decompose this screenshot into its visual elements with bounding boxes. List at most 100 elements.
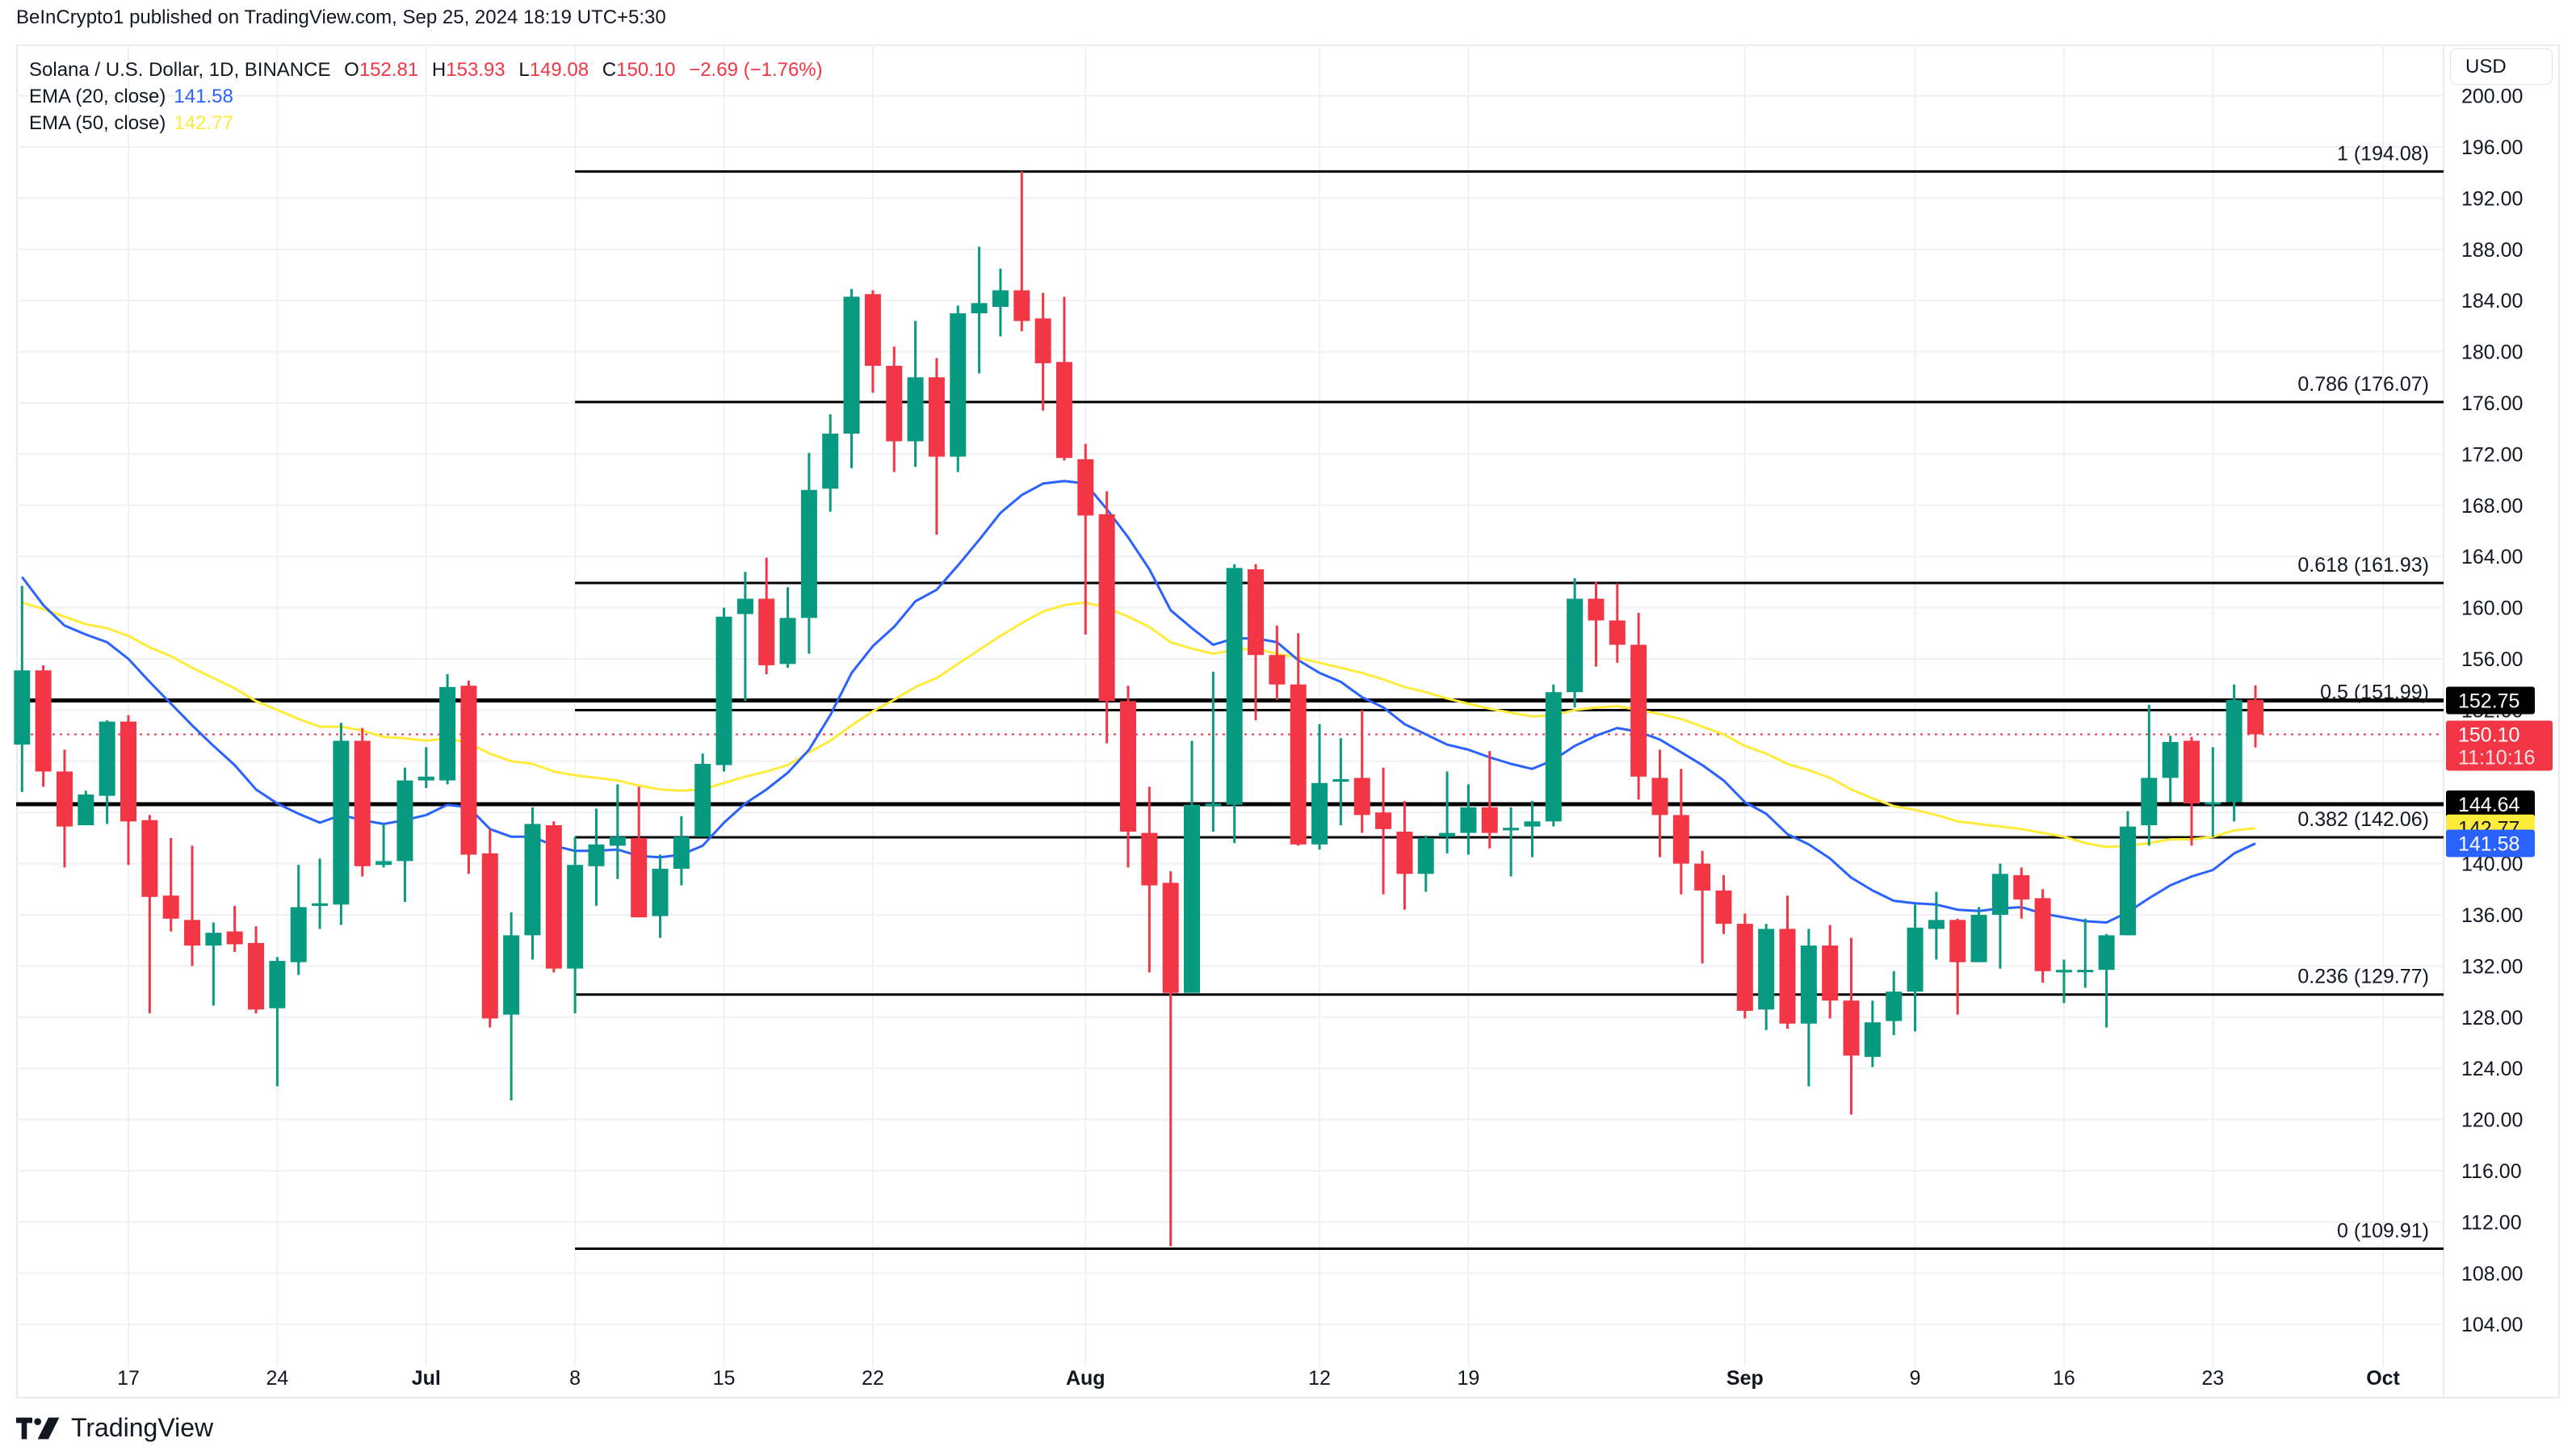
candle[interactable] bbox=[162, 837, 179, 932]
candle[interactable] bbox=[1672, 769, 1689, 895]
candle[interactable] bbox=[184, 845, 201, 967]
candle[interactable] bbox=[1184, 740, 1200, 993]
candle[interactable] bbox=[248, 926, 265, 1014]
candle[interactable] bbox=[439, 674, 456, 785]
candle[interactable] bbox=[928, 358, 945, 535]
candle[interactable] bbox=[545, 821, 562, 973]
candle[interactable] bbox=[1991, 863, 2008, 969]
candle[interactable] bbox=[1630, 612, 1647, 800]
candle[interactable] bbox=[269, 957, 286, 1087]
candles[interactable] bbox=[14, 171, 2263, 1247]
candle[interactable] bbox=[524, 807, 541, 960]
candle[interactable] bbox=[56, 749, 73, 868]
candle[interactable] bbox=[78, 790, 94, 826]
legend-ema20-row[interactable]: EMA (20, close) 141.58 bbox=[29, 83, 823, 110]
candle[interactable] bbox=[312, 858, 329, 929]
candle[interactable] bbox=[2034, 889, 2051, 983]
candle[interactable] bbox=[1779, 895, 1796, 1029]
candle[interactable] bbox=[1736, 913, 1753, 1019]
candle[interactable] bbox=[1694, 850, 1711, 964]
candle[interactable] bbox=[2141, 705, 2158, 846]
candle[interactable] bbox=[1417, 835, 1434, 892]
candle[interactable] bbox=[971, 246, 988, 374]
candle[interactable] bbox=[1567, 578, 1584, 708]
candle[interactable] bbox=[141, 815, 158, 1014]
candle[interactable] bbox=[1843, 937, 1860, 1115]
candle[interactable] bbox=[2013, 867, 2030, 919]
candle[interactable] bbox=[1077, 443, 1094, 635]
candle[interactable] bbox=[333, 723, 350, 925]
candle[interactable] bbox=[1822, 925, 1839, 1019]
candle[interactable] bbox=[2119, 811, 2136, 936]
ema50-polyline[interactable] bbox=[21, 601, 2256, 849]
candle[interactable] bbox=[2205, 747, 2221, 837]
candle[interactable] bbox=[1248, 564, 1265, 721]
candle[interactable] bbox=[1055, 296, 1072, 461]
candle[interactable] bbox=[1928, 891, 1945, 960]
candle[interactable] bbox=[864, 290, 881, 393]
candle[interactable] bbox=[1290, 633, 1307, 846]
candle[interactable] bbox=[609, 784, 626, 879]
candle[interactable] bbox=[1609, 583, 1626, 663]
candle[interactable] bbox=[396, 767, 413, 903]
candle[interactable] bbox=[1205, 671, 1222, 832]
time-axis[interactable]: 17 24 Jul 8 15 22 Aug 12 19 Sep 9 16 23 Oct bbox=[117, 1367, 2400, 1390]
legend-ema50-row[interactable]: EMA (50, close) 142.77 bbox=[29, 110, 823, 136]
candle[interactable] bbox=[1864, 1000, 1881, 1067]
candle[interactable] bbox=[205, 922, 222, 1006]
candle[interactable] bbox=[1119, 686, 1136, 868]
candle[interactable] bbox=[290, 865, 307, 975]
candle[interactable] bbox=[1758, 924, 1775, 1030]
candle[interactable] bbox=[950, 305, 967, 472]
candle[interactable] bbox=[35, 665, 52, 787]
candle[interactable] bbox=[2098, 933, 2115, 1028]
candle[interactable] bbox=[1353, 710, 1370, 833]
candle[interactable] bbox=[1460, 784, 1477, 855]
candle[interactable] bbox=[673, 816, 690, 886]
candle[interactable] bbox=[120, 715, 136, 866]
candle[interactable] bbox=[1162, 871, 1179, 1247]
candle[interactable] bbox=[758, 557, 775, 675]
candle[interactable] bbox=[843, 288, 860, 468]
candle[interactable] bbox=[1524, 800, 1541, 857]
candle[interactable] bbox=[800, 452, 817, 654]
candle[interactable] bbox=[1269, 625, 1286, 700]
candle[interactable] bbox=[226, 905, 243, 952]
candle[interactable] bbox=[481, 828, 498, 1028]
ema20-line[interactable] bbox=[21, 480, 2256, 924]
candle[interactable] bbox=[1800, 929, 1817, 1087]
candle[interactable] bbox=[1396, 800, 1413, 910]
candle[interactable] bbox=[460, 680, 477, 874]
candle[interactable] bbox=[694, 753, 711, 837]
candle[interactable] bbox=[886, 346, 903, 472]
candle[interactable] bbox=[907, 321, 924, 468]
candle[interactable] bbox=[1886, 971, 1903, 1035]
candle[interactable] bbox=[652, 854, 669, 938]
candle[interactable] bbox=[1503, 807, 1520, 877]
candle[interactable] bbox=[1588, 581, 1605, 667]
candle[interactable] bbox=[99, 720, 115, 824]
candle[interactable] bbox=[1715, 874, 1732, 934]
candle[interactable] bbox=[354, 728, 371, 877]
candle[interactable] bbox=[1141, 786, 1158, 973]
candle[interactable] bbox=[1439, 771, 1456, 853]
candle[interactable] bbox=[2055, 959, 2072, 1004]
candle[interactable] bbox=[631, 786, 648, 918]
candle[interactable] bbox=[503, 912, 520, 1101]
candle[interactable] bbox=[736, 572, 753, 702]
candle[interactable] bbox=[1970, 907, 1987, 962]
candle[interactable] bbox=[2183, 736, 2200, 846]
candle[interactable] bbox=[822, 414, 839, 512]
candle[interactable] bbox=[14, 585, 31, 792]
candle[interactable] bbox=[1651, 749, 1668, 857]
candle[interactable] bbox=[1098, 491, 1115, 744]
candle[interactable] bbox=[1013, 171, 1030, 332]
candle[interactable] bbox=[1034, 292, 1051, 411]
candle[interactable] bbox=[2226, 684, 2242, 822]
candle[interactable] bbox=[588, 808, 605, 906]
ema50-line[interactable] bbox=[21, 601, 2256, 849]
candle[interactable] bbox=[1375, 767, 1392, 895]
candle[interactable] bbox=[1949, 918, 1966, 1015]
candle[interactable] bbox=[417, 747, 434, 789]
